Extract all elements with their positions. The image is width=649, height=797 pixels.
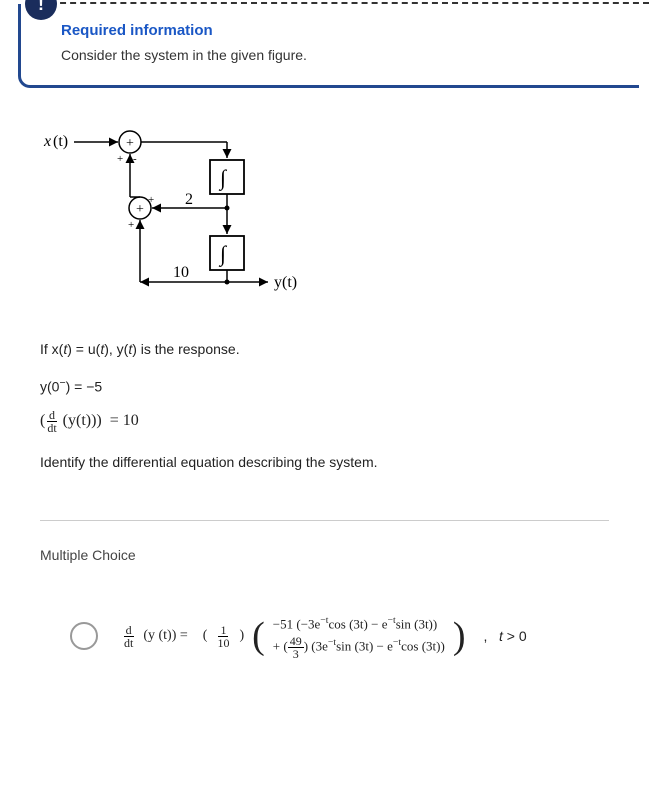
svg-text:+: + [148, 194, 154, 206]
label-x: x [43, 133, 51, 150]
svg-text:+: + [128, 219, 134, 231]
label-x-t: (t) [53, 133, 68, 150]
choice-1-domain: , t > 0 [483, 628, 526, 644]
diagram-svg: x (t) + + - ∫ 2 + + + [40, 118, 330, 308]
choice-1-expression: ddt (y (t)) = (110) ( −51 (−3e−tcos (3t)… [122, 613, 527, 660]
radio-choice-1[interactable] [70, 622, 98, 650]
question-line-1: If x(t) = u(t), y(t) is the response. [40, 341, 649, 357]
label-y: y(t) [274, 274, 297, 291]
summer-1-plus: + [126, 136, 134, 151]
required-info-box: ! Required information Consider the syst… [18, 4, 639, 88]
gain-2: 2 [185, 191, 193, 208]
block-diagram: x (t) + + - ∫ 2 + + + [40, 118, 649, 311]
svg-text:+: + [117, 153, 123, 165]
required-text: Consider the system in the given figure. [61, 47, 615, 63]
svg-text:-: - [133, 153, 137, 165]
choice-1[interactable]: ddt (y (t)) = (110) ( −51 (−3e−tcos (3t)… [70, 613, 609, 660]
integrator-2 [210, 236, 244, 270]
question-line-2: Identify the differential equation descr… [40, 454, 649, 470]
gain-10: 10 [173, 264, 189, 281]
initial-condition-1: y(0−) = −5 [40, 377, 649, 395]
integrator-1 [210, 160, 244, 194]
svg-text:+: + [136, 202, 144, 217]
initial-condition-2: (ddt (y(t))) = 10 [40, 409, 649, 434]
required-title: Required information [61, 22, 615, 39]
alert-badge-icon: ! [25, 0, 57, 20]
multiple-choice-header: Multiple Choice [40, 520, 609, 563]
